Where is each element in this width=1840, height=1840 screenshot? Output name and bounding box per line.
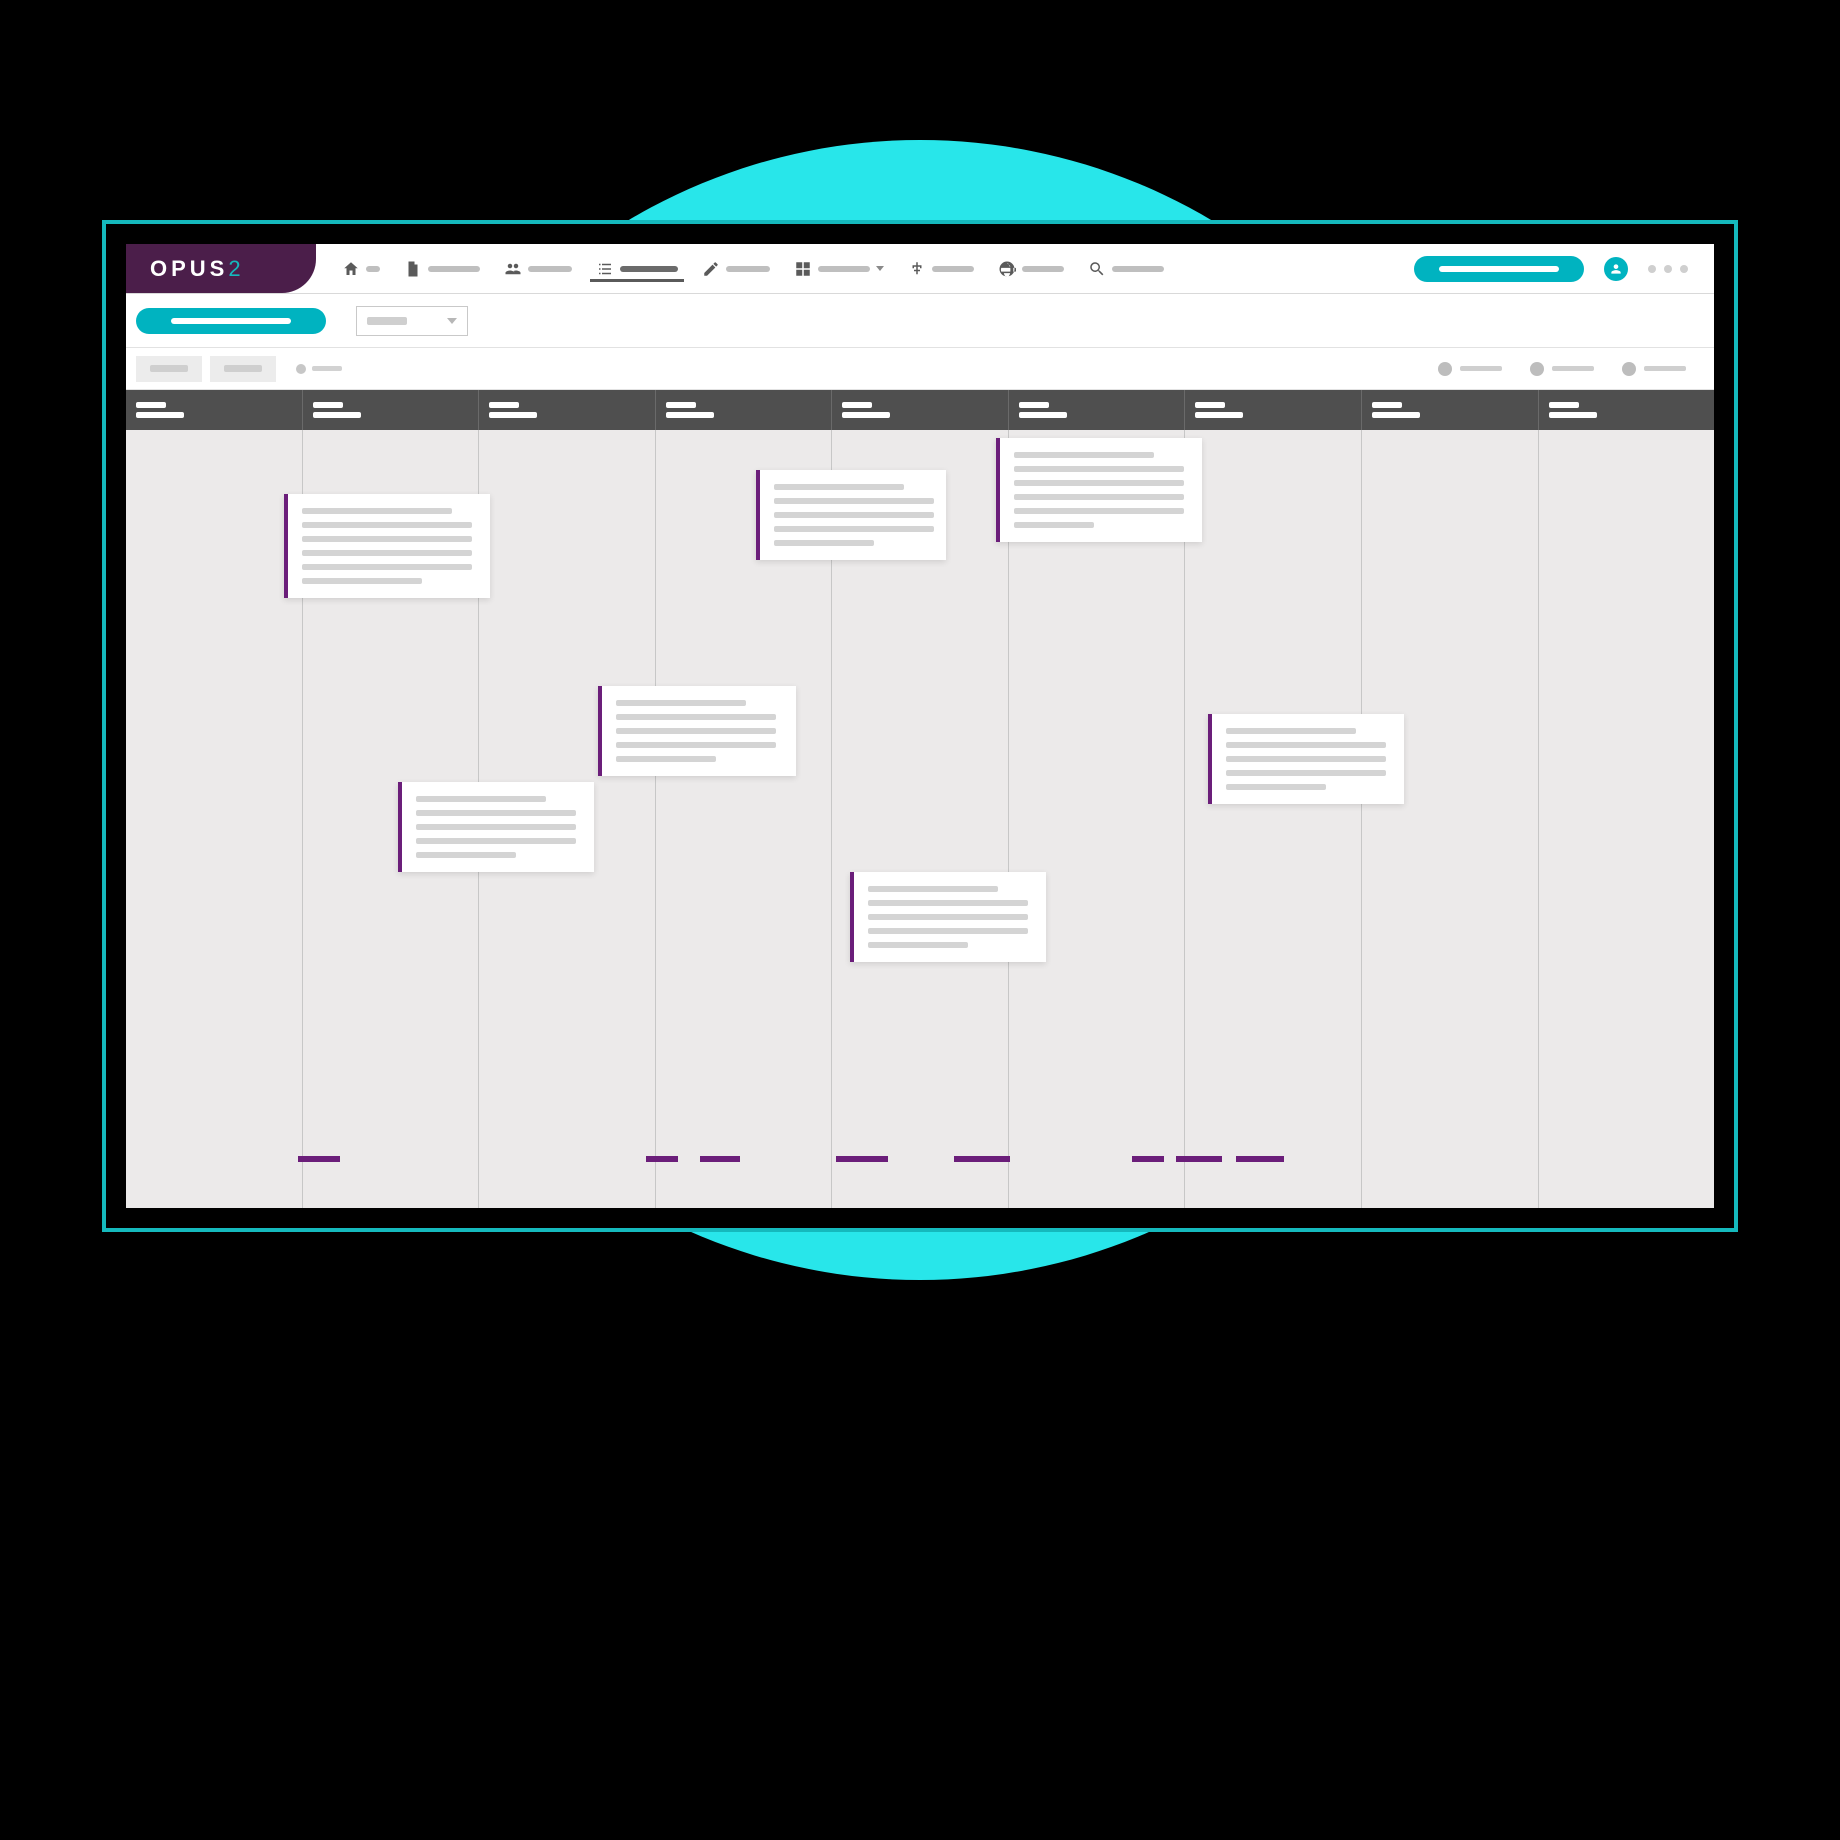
user-avatar[interactable] — [1604, 257, 1628, 281]
top-nav: OPUS2 — [126, 244, 1714, 294]
timeline-tick — [954, 1156, 1010, 1162]
timeline-tick — [1132, 1156, 1164, 1162]
nav-items — [316, 244, 1414, 293]
people-icon — [504, 260, 522, 278]
timeline-tick — [836, 1156, 888, 1162]
nav-label — [726, 266, 770, 272]
nav-item-home[interactable] — [336, 256, 386, 282]
nav-item-sitemap[interactable] — [902, 256, 980, 282]
legend-item[interactable] — [1438, 362, 1502, 376]
status-dot-icon — [296, 364, 306, 374]
column-header[interactable] — [656, 390, 833, 430]
nav-right — [1414, 244, 1714, 293]
nav-item-search[interactable] — [1082, 256, 1170, 282]
filter-chip[interactable] — [210, 356, 276, 382]
timeline-card[interactable] — [284, 494, 490, 598]
timeline-tick — [298, 1156, 340, 1162]
chevron-down-icon — [447, 318, 457, 324]
nav-item-edit[interactable] — [696, 256, 776, 282]
search-icon — [1088, 260, 1106, 278]
secondary-bar — [126, 294, 1714, 348]
nav-label — [932, 266, 974, 272]
timeline-tick — [1176, 1156, 1222, 1162]
timeline-tick — [700, 1156, 740, 1162]
timeline-card[interactable] — [598, 686, 796, 776]
monitor-frame: OPUS2 — [102, 220, 1738, 1232]
legend-item[interactable] — [1530, 362, 1594, 376]
cta-label — [1439, 266, 1559, 272]
brand-suffix: 2 — [228, 256, 244, 282]
legend-dot-icon — [1530, 362, 1544, 376]
nav-item-globe[interactable] — [992, 256, 1070, 282]
nav-label — [428, 266, 480, 272]
nav-label — [366, 266, 380, 272]
timeline-card[interactable] — [850, 872, 1046, 962]
home-icon — [342, 260, 360, 278]
timeline-card[interactable] — [1208, 714, 1404, 804]
timeline-lane — [126, 430, 303, 1208]
timeline-lane — [1185, 430, 1362, 1208]
legend-label — [1460, 366, 1502, 371]
timeline-lane — [1362, 430, 1539, 1208]
timeline-tick — [1236, 1156, 1284, 1162]
grid-icon — [794, 260, 812, 278]
more-menu[interactable] — [1648, 265, 1688, 273]
edit-icon — [702, 260, 720, 278]
legend-label — [1644, 366, 1686, 371]
column-header[interactable] — [1185, 390, 1362, 430]
doc-icon — [404, 260, 422, 278]
column-header[interactable] — [1362, 390, 1539, 430]
column-header[interactable] — [832, 390, 1009, 430]
legend-dot-icon — [1438, 362, 1452, 376]
list-icon — [596, 260, 614, 278]
view-select[interactable] — [356, 306, 468, 336]
timeline-header — [126, 390, 1714, 430]
secondary-cta-label — [171, 318, 291, 324]
column-header[interactable] — [1009, 390, 1186, 430]
timeline-lane — [1009, 430, 1186, 1208]
nav-label — [1022, 266, 1064, 272]
timeline-lane — [1539, 430, 1715, 1208]
filter-bar — [126, 348, 1714, 390]
nav-label — [818, 266, 870, 272]
column-header[interactable] — [303, 390, 480, 430]
sitemap-icon — [908, 260, 926, 278]
status-indicator — [296, 364, 342, 374]
nav-label — [620, 266, 678, 272]
nav-label — [528, 266, 572, 272]
nav-item-people[interactable] — [498, 256, 578, 282]
legend — [1438, 362, 1704, 376]
column-header[interactable] — [126, 390, 303, 430]
secondary-cta-button[interactable] — [136, 308, 326, 334]
select-value — [367, 317, 407, 325]
timeline-card[interactable] — [996, 438, 1202, 542]
column-header[interactable] — [1539, 390, 1715, 430]
nav-item-doc[interactable] — [398, 256, 486, 282]
filter-chip[interactable] — [136, 356, 202, 382]
timeline-board[interactable] — [126, 430, 1714, 1208]
user-icon — [1609, 262, 1623, 276]
legend-label — [1552, 366, 1594, 371]
brand-logo[interactable]: OPUS2 — [126, 244, 316, 293]
nav-label — [1112, 266, 1164, 272]
column-header[interactable] — [479, 390, 656, 430]
app-screen: OPUS2 — [126, 244, 1714, 1208]
nav-item-grid[interactable] — [788, 256, 890, 282]
timeline-tick — [646, 1156, 678, 1162]
timeline-card[interactable] — [756, 470, 946, 560]
primary-cta-button[interactable] — [1414, 256, 1584, 282]
globe-icon — [998, 260, 1016, 278]
nav-item-list[interactable] — [590, 256, 684, 282]
legend-item[interactable] — [1622, 362, 1686, 376]
brand-name: OPUS — [150, 256, 228, 282]
legend-dot-icon — [1622, 362, 1636, 376]
chevron-down-icon — [876, 266, 884, 271]
timeline-card[interactable] — [398, 782, 594, 872]
status-label — [312, 366, 342, 371]
